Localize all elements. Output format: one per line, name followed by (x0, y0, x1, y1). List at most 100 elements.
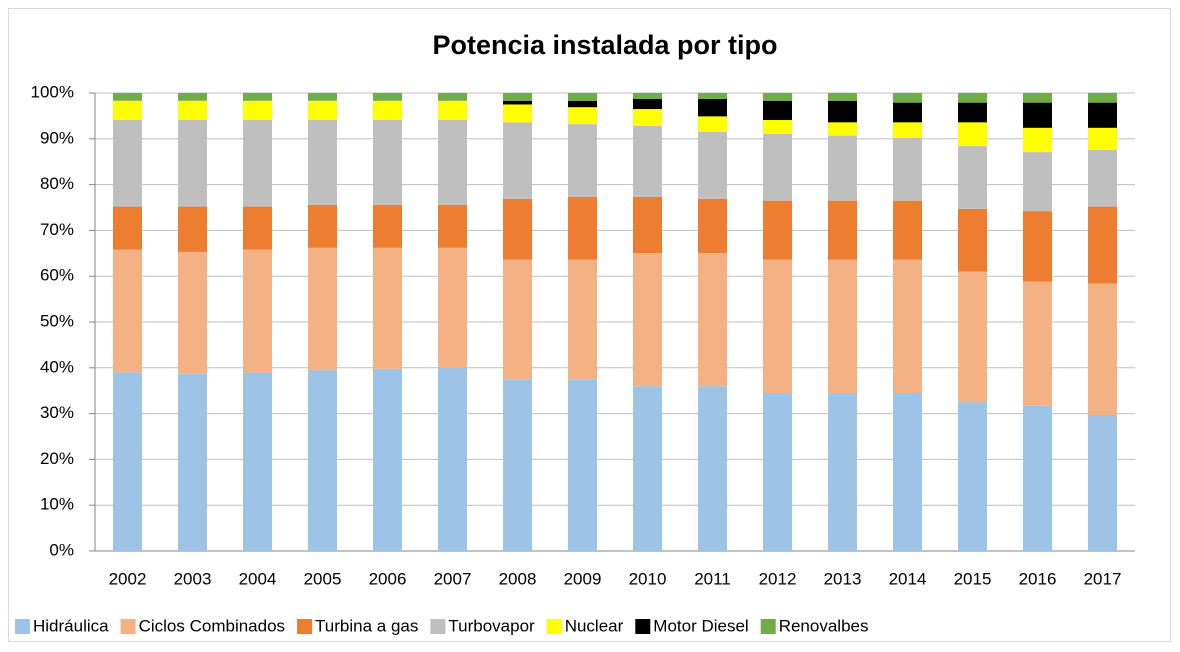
bar-segment (113, 100, 142, 121)
legend-label: Renovalbes (779, 616, 869, 635)
bar-segment (568, 124, 597, 197)
bar-segment (308, 204, 337, 248)
x-tick-label: 2008 (499, 569, 537, 588)
bar-segment (633, 93, 662, 99)
bar-segment (503, 259, 532, 380)
bar-segment (243, 93, 272, 101)
bar-segment (828, 135, 857, 201)
bar-segment (1088, 283, 1117, 415)
y-tick-label: 60% (40, 266, 74, 285)
x-tick-label: 2002 (109, 569, 147, 588)
bar-segment (1088, 414, 1117, 551)
bar-segment (828, 259, 857, 393)
bar-segment (633, 98, 662, 110)
bar-segment (373, 120, 402, 205)
bar-segment (373, 247, 402, 369)
legend-label: Motor Diesel (653, 616, 748, 635)
bar-segment (503, 198, 532, 260)
bar-segment (568, 107, 597, 125)
bar-segment (308, 370, 337, 551)
legend-label: Hidráulica (33, 616, 109, 635)
bar-segment (438, 120, 467, 205)
bar-segment (1023, 127, 1052, 153)
y-tick-label: 100% (31, 82, 74, 101)
bar-segment (893, 259, 922, 393)
bar-segment (698, 98, 727, 117)
bar-segment (308, 120, 337, 205)
bar-segment (178, 93, 207, 101)
bar-segment (308, 100, 337, 121)
bar-segment (1023, 93, 1052, 103)
bar-segment (763, 120, 792, 134)
bar-segment (893, 200, 922, 260)
bar-segment (503, 379, 532, 551)
bar-segment (1023, 102, 1052, 128)
bar-segment (633, 253, 662, 387)
y-tick-label: 10% (40, 495, 74, 514)
bar-segment (1023, 211, 1052, 282)
legend-swatch (120, 619, 136, 634)
bar-segment (763, 259, 792, 393)
x-tick-label: 2009 (564, 569, 602, 588)
x-tick-label: 2010 (629, 569, 667, 588)
bar-segment (1023, 281, 1052, 406)
legend-label: Ciclos Combinados (139, 616, 285, 635)
bar-segment (828, 122, 857, 136)
legend-swatch (430, 619, 446, 634)
bar-segment (503, 100, 532, 105)
bar-segment (828, 100, 857, 123)
bar-segment (633, 125, 662, 197)
bar-segment (763, 200, 792, 260)
bar-segment (958, 146, 987, 209)
bar-segment (698, 93, 727, 99)
bar-segment (308, 247, 337, 371)
bar-segment (243, 249, 272, 373)
bar-segment (1088, 93, 1117, 103)
bar-segment (438, 204, 467, 248)
bar-segment (178, 100, 207, 121)
chart-title: Potencia instalada por tipo (432, 30, 777, 60)
y-tick-label: 40% (40, 357, 74, 376)
bar-segment (308, 93, 337, 101)
bar-segment (1023, 152, 1052, 212)
bar-segment (113, 206, 142, 250)
bar-segment (568, 100, 597, 108)
legend-label: Turbovapor (448, 616, 535, 635)
bar-segment (113, 93, 142, 101)
bar-segment (958, 102, 987, 123)
bar-segment (178, 373, 207, 551)
bar-segment (893, 137, 922, 201)
y-tick-label: 80% (40, 174, 74, 193)
bar-segment (568, 259, 597, 380)
bar-segment (828, 392, 857, 551)
legend-label: Nuclear (565, 616, 624, 635)
bar-segment (373, 93, 402, 101)
bar-segment (113, 120, 142, 207)
x-tick-label: 2004 (239, 569, 277, 588)
y-tick-label: 30% (40, 403, 74, 422)
y-tick-label: 50% (40, 311, 74, 330)
bar-segment (503, 104, 532, 123)
bar-segment (958, 93, 987, 103)
bar-segment (1023, 405, 1052, 551)
legend-label: Turbina a gas (315, 616, 418, 635)
x-tick-label: 2012 (759, 569, 797, 588)
bar-segment (113, 249, 142, 373)
bar-segment (373, 100, 402, 121)
bar-segment (243, 372, 272, 551)
bar-segment (438, 93, 467, 101)
bar-segment (763, 133, 792, 201)
bar-segment (633, 386, 662, 551)
bar-segment (893, 392, 922, 551)
bar-segment (568, 196, 597, 260)
y-tick-label: 70% (40, 220, 74, 239)
bar-segment (698, 198, 727, 254)
legend-swatch (635, 619, 651, 634)
bar-segment (438, 367, 467, 551)
bar-segment (958, 208, 987, 272)
x-tick-label: 2007 (434, 569, 472, 588)
bar-segment (763, 93, 792, 101)
bar-segment (633, 196, 662, 254)
x-tick-label: 2013 (824, 569, 862, 588)
